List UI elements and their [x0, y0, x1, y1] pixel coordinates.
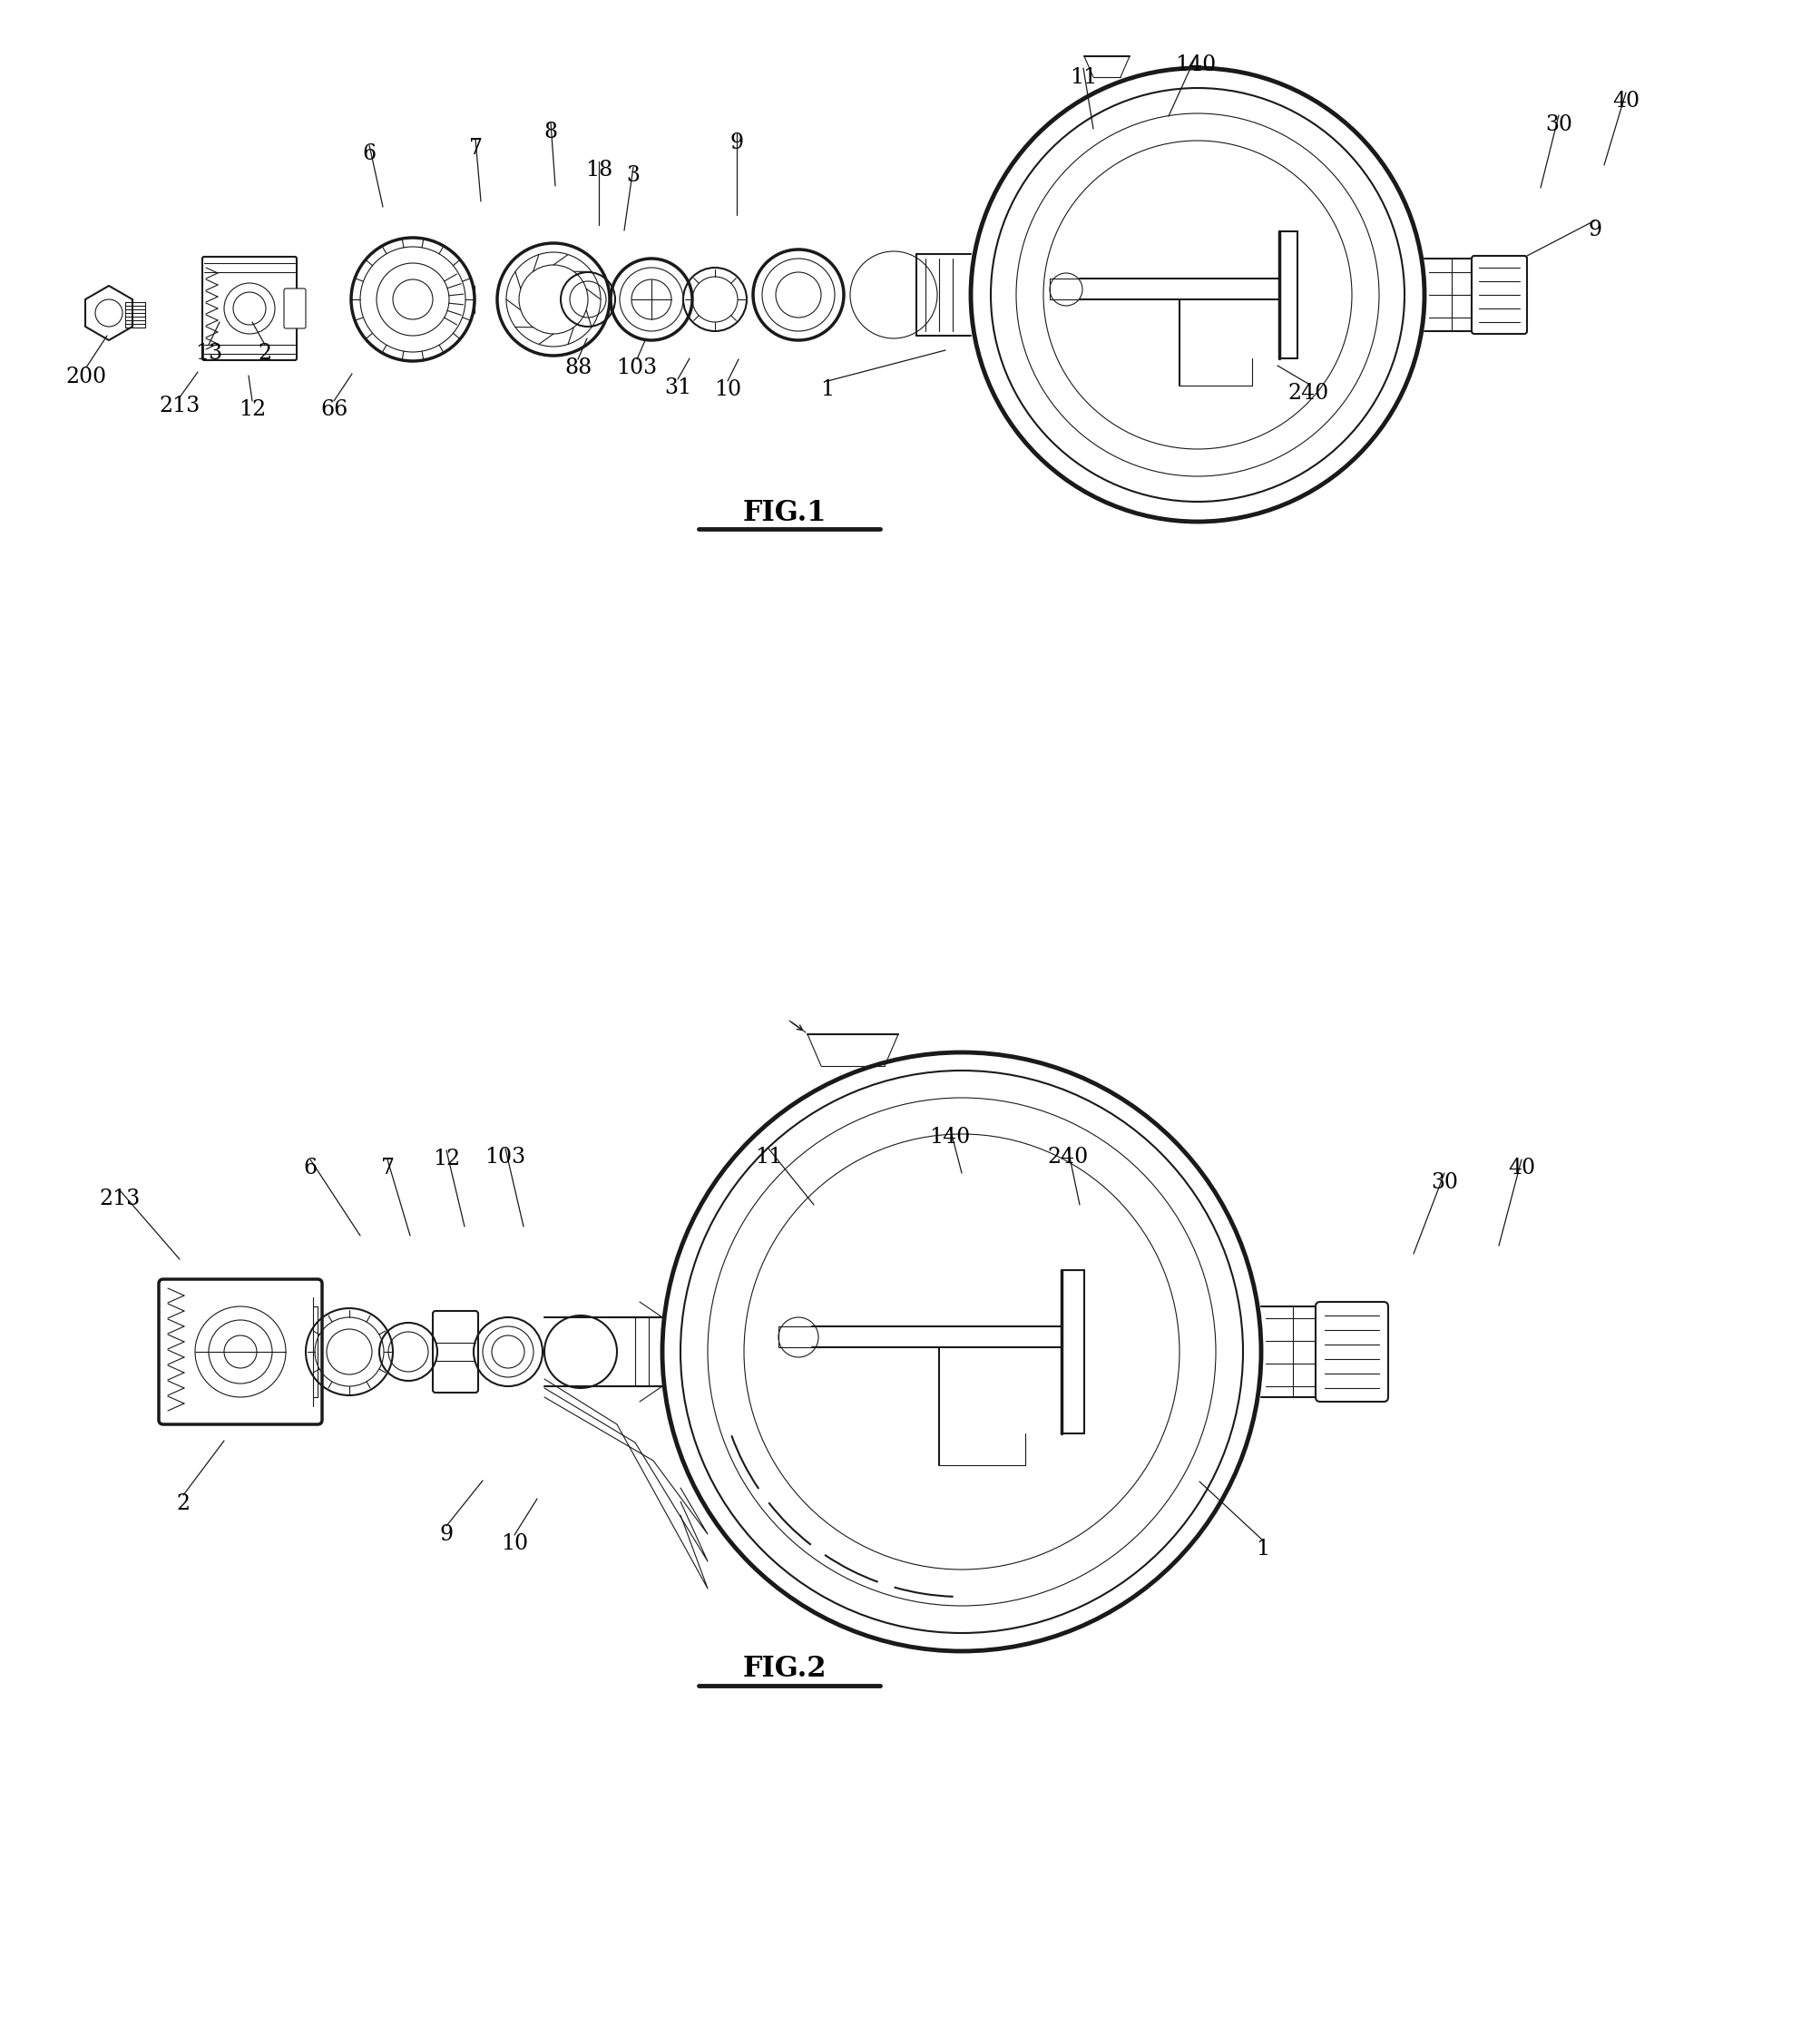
Text: 66: 66 — [321, 401, 348, 421]
Text: 40: 40 — [1507, 1159, 1534, 1179]
Text: 10: 10 — [713, 380, 742, 401]
Text: 213: 213 — [158, 397, 200, 417]
Text: 3: 3 — [627, 166, 639, 186]
Text: 2: 2 — [258, 343, 272, 364]
Text: 9: 9 — [1588, 219, 1601, 239]
Text: 6: 6 — [362, 143, 376, 166]
Text: 30: 30 — [1545, 114, 1572, 135]
FancyBboxPatch shape — [202, 258, 297, 360]
Text: 200: 200 — [65, 366, 106, 386]
Text: 88: 88 — [564, 358, 593, 378]
Text: 6: 6 — [303, 1159, 317, 1179]
Text: 2: 2 — [176, 1494, 191, 1515]
FancyBboxPatch shape — [1315, 1302, 1389, 1402]
Text: 7: 7 — [468, 137, 483, 157]
Text: 1: 1 — [1255, 1539, 1270, 1560]
Text: 12: 12 — [432, 1149, 459, 1169]
Text: FIG.2: FIG.2 — [742, 1656, 827, 1684]
Text: 7: 7 — [380, 1159, 394, 1179]
Text: 18: 18 — [585, 159, 612, 182]
Text: 9: 9 — [729, 133, 744, 153]
Text: 213: 213 — [99, 1190, 140, 1210]
Text: 140: 140 — [929, 1126, 971, 1147]
Text: 13: 13 — [195, 343, 222, 364]
Text: 240: 240 — [1048, 1147, 1088, 1167]
Text: FIG.1: FIG.1 — [744, 499, 827, 527]
Text: 11: 11 — [1070, 67, 1097, 88]
Text: 103: 103 — [484, 1147, 526, 1167]
FancyBboxPatch shape — [285, 288, 306, 329]
Text: 10: 10 — [501, 1533, 528, 1555]
Text: 1: 1 — [821, 380, 834, 401]
Text: 30: 30 — [1430, 1171, 1459, 1192]
Text: 12: 12 — [238, 401, 267, 421]
Text: 103: 103 — [616, 358, 657, 378]
Text: 140: 140 — [1176, 55, 1216, 76]
FancyBboxPatch shape — [432, 1310, 477, 1392]
Text: 11: 11 — [755, 1147, 782, 1167]
Text: 9: 9 — [439, 1525, 454, 1545]
Text: 40: 40 — [1612, 92, 1639, 112]
Text: 31: 31 — [665, 378, 692, 399]
FancyBboxPatch shape — [158, 1280, 322, 1425]
Text: 8: 8 — [544, 121, 558, 141]
Text: 240: 240 — [1288, 382, 1329, 403]
FancyBboxPatch shape — [1471, 256, 1527, 333]
